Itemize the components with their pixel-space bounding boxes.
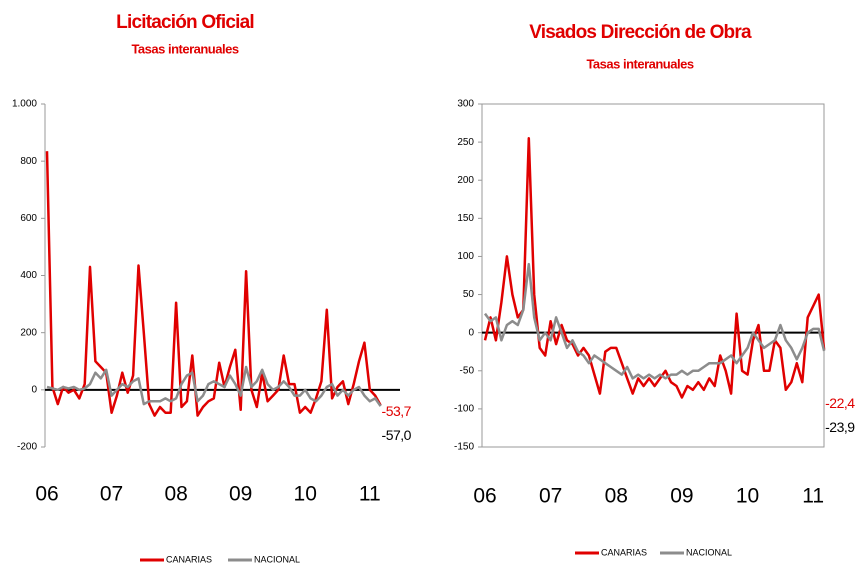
chart-subtitle: Tasas interanuales (131, 41, 238, 56)
x-tick-label: 07 (539, 485, 562, 508)
legend-label: CANARIAS (601, 547, 647, 557)
x-tick-label: 08 (605, 485, 628, 508)
x-tick-label: 09 (229, 483, 252, 506)
line-series (45, 151, 382, 417)
legend-label: CANARIAS (166, 554, 212, 563)
x-tick-label: 09 (670, 485, 693, 508)
y-tick-label: 200 (457, 175, 474, 186)
chart-title: Visados Dirección de Obra (529, 22, 752, 43)
y-tick-label: -200 (17, 442, 37, 453)
chart-title: Licitación Oficial (116, 12, 254, 33)
y-tick-label: 150 (457, 213, 474, 224)
y-tick-label: 250 (457, 137, 474, 148)
y-tick-label: 50 (463, 289, 475, 300)
y-tick-label: 1.000 (12, 99, 37, 110)
y-tick-label: 0 (31, 384, 37, 395)
y-tick-label: 800 (20, 156, 37, 167)
x-tick-label: 11 (802, 485, 824, 508)
plot-frame (481, 103, 825, 448)
y-tick-label: 100 (457, 251, 474, 262)
x-tick-label: 11 (359, 483, 381, 506)
end-label: -53,7 (382, 403, 412, 419)
y-tick-label: 300 (457, 99, 474, 110)
end-label: -57,0 (382, 427, 412, 443)
line-series (483, 137, 826, 399)
x-tick-label: 10 (294, 483, 317, 506)
x-tick-label: 10 (736, 485, 759, 508)
y-tick-label: -150 (454, 442, 474, 453)
line-series (46, 365, 382, 407)
x-tick-label: 06 (473, 485, 496, 508)
legend-label: NACIONAL (254, 554, 300, 563)
y-tick-label: -100 (454, 404, 474, 415)
end-label: -23,9 (825, 419, 855, 435)
chart-subtitle: Tasas interanuales (586, 56, 693, 71)
x-tick-label: 07 (100, 483, 123, 506)
line-series (483, 262, 826, 380)
y-tick-label: -50 (460, 365, 475, 376)
end-label: -22,4 (825, 395, 855, 411)
y-tick-label: 400 (20, 270, 37, 281)
y-tick-label: 0 (468, 327, 474, 338)
y-tick-label: 200 (20, 327, 37, 338)
y-tick-label: 600 (20, 213, 37, 224)
x-tick-label: 08 (164, 483, 187, 506)
x-tick-label: 06 (35, 483, 58, 506)
legend-label: NACIONAL (686, 547, 732, 557)
